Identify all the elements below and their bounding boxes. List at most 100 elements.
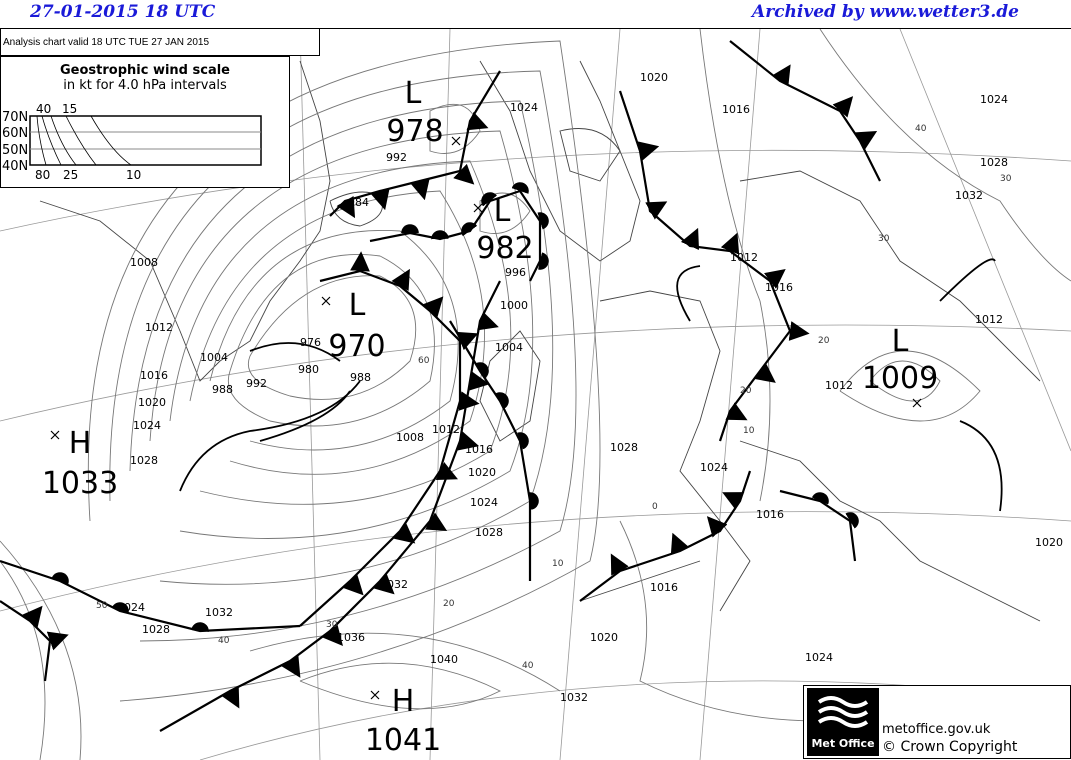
lat-label: 40N — [2, 159, 28, 174]
wind-speed-label: 20 — [443, 599, 455, 609]
isobar-label: 1016 — [140, 369, 168, 382]
pressure-centre-type: L — [405, 76, 422, 111]
isobar-label: 1024 — [805, 651, 833, 664]
isobar-label: 1012 — [145, 321, 173, 334]
cold-front — [0, 600, 69, 682]
wind-speed-label: 40 — [915, 124, 927, 134]
lat-label: 70N — [2, 110, 28, 125]
met-office-brand: Met Office — [811, 737, 875, 750]
pressure-centre-type: H — [392, 684, 415, 719]
isobar-label: 1024 — [510, 101, 538, 114]
isobar-label: 1012 — [825, 379, 853, 392]
speed-label: 10 — [126, 168, 141, 181]
met-office-logo: Met Office — [807, 688, 879, 756]
isobar-label: 1024 — [117, 601, 145, 614]
isobar-label: 1036 — [337, 631, 365, 644]
isobar-label: 1020 — [1035, 536, 1063, 549]
valid-text: Analysis chart valid 18 UTC TUE 27 JAN 2… — [3, 37, 210, 48]
pressure-centre-value: 978 — [386, 114, 443, 149]
isobar-label: 980 — [298, 363, 319, 376]
surface-pressure-map: 9929841008101210161020102410281004988976… — [0, 28, 1071, 760]
isobar-label: 1012 — [432, 423, 460, 436]
pressure-centre-value: 1033 — [42, 466, 118, 501]
weather-fronts — [0, 40, 881, 732]
waves-icon — [817, 696, 869, 728]
isobar-label: 1032 — [560, 691, 588, 704]
centre-cross-icon — [451, 136, 461, 146]
isobar-label: 1024 — [980, 93, 1008, 106]
archive-credit[interactable]: Archived by www.wetter3.de — [752, 2, 1019, 22]
isobar-label: 1008 — [130, 256, 158, 269]
speed-label: 15 — [62, 102, 77, 116]
wind-scale-subtitle: in kt for 4.0 hPa intervals — [63, 78, 227, 93]
isobar-label: 1016 — [465, 443, 493, 456]
pressure-centre-value: 1009 — [862, 361, 938, 396]
cold-front — [579, 470, 752, 602]
isobar-label: 1024 — [700, 461, 728, 474]
pressure-centre-value: 982 — [476, 231, 533, 266]
isobar-label: 1020 — [138, 396, 166, 409]
occluded-front — [369, 182, 549, 282]
isobar-label: 996 — [505, 266, 526, 279]
isobar-label: 1000 — [500, 299, 528, 312]
wind-speed-label: 10 — [743, 426, 755, 436]
isobar-label: 1016 — [765, 281, 793, 294]
isobar-label: 1040 — [430, 653, 458, 666]
isobar-label: 1028 — [980, 156, 1008, 169]
chart-date: 27-01-2015 18 UTC — [30, 2, 216, 22]
isobar-label: 992 — [386, 151, 407, 164]
isobar-label: 1032 — [955, 189, 983, 202]
cold-front — [618, 90, 810, 442]
lat-label: 60N — [2, 126, 28, 141]
wind-speed-label: 0 — [652, 502, 658, 512]
wind-speed-label: 40 — [522, 661, 534, 671]
valid-time-box: Analysis chart valid 18 UTC TUE 27 JAN 2… — [0, 28, 320, 56]
isobar-labels: 9929841008101210161020102410281004988976… — [117, 71, 1063, 704]
centre-cross-icon — [50, 430, 60, 440]
isobar-label: 1028 — [475, 526, 503, 539]
isobar-label: 1016 — [756, 508, 784, 521]
isobar-label: 988 — [212, 383, 233, 396]
wind-speed-label: 30 — [326, 620, 338, 630]
wind-speed-label: 20 — [740, 386, 752, 396]
wind-speed-label: 20 — [818, 336, 830, 346]
wind-speed-label: 10 — [552, 559, 564, 569]
centre-cross-icon — [912, 398, 922, 408]
pressure-centre-type: L — [349, 288, 366, 323]
lat-label: 50N — [2, 143, 28, 158]
metoffice-url[interactable]: metoffice.gov.uk — [882, 722, 991, 737]
cold-front — [159, 280, 501, 732]
isobar-label: 1028 — [142, 623, 170, 636]
speed-label: 25 — [63, 168, 78, 181]
isobar-label: 976 — [300, 336, 321, 349]
speed-label: 80 — [35, 168, 50, 181]
isobar-label: 1020 — [468, 466, 496, 479]
isobar-label: 1028 — [610, 441, 638, 454]
speed-label: 40 — [36, 102, 51, 116]
isobar-label: 1012 — [730, 251, 758, 264]
wind-speed-label: 30 — [1000, 174, 1012, 184]
isobar-label: 1024 — [133, 419, 161, 432]
isobar-label: 1028 — [130, 454, 158, 467]
wind-scale-title: Geostrophic wind scale — [59, 63, 230, 78]
pressure-centre-type: L — [494, 194, 511, 229]
warm-front — [0, 559, 301, 633]
isobar-label: 1008 — [396, 431, 424, 444]
wind-speed-label: 40 — [218, 636, 230, 646]
isobar-label: 1004 — [200, 351, 228, 364]
cold-front — [329, 70, 501, 219]
pressure-centre-type: H — [69, 426, 92, 461]
centre-cross-icon — [473, 203, 483, 213]
wind-speed-label: 60 — [418, 356, 430, 366]
copyright: © Crown Copyright — [882, 739, 1018, 755]
cold-front — [729, 40, 881, 182]
wind-scale-graph: 70N 60N 50N 40N 40 15 80 25 10 — [2, 102, 262, 181]
troughs — [179, 258, 1003, 512]
isobar-label: 1024 — [470, 496, 498, 509]
pressure-centre-type: L — [892, 324, 909, 359]
geostrophic-wind-scale: Geostrophic wind scale in kt for 4.0 hPa… — [0, 56, 290, 188]
pressure-centre-value: 1041 — [365, 723, 441, 758]
isobar-label: 1020 — [590, 631, 618, 644]
isobar-label: 1032 — [380, 578, 408, 591]
